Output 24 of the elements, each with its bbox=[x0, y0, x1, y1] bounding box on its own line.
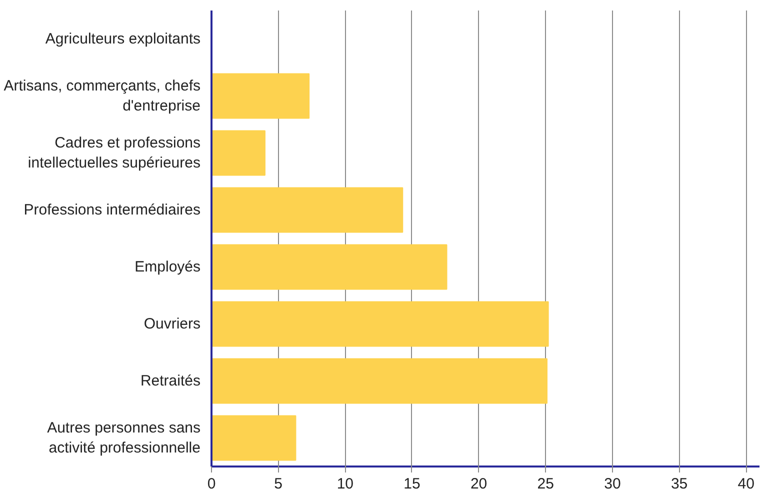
bar bbox=[212, 301, 549, 347]
y-tick-label: Professions intermédiaires bbox=[24, 202, 201, 218]
y-tick-label: Employés bbox=[134, 258, 200, 276]
y-tick-label: Ouvriers bbox=[144, 316, 201, 332]
bar bbox=[212, 187, 404, 233]
x-tick-label: 35 bbox=[670, 476, 688, 491]
x-tick-label: 25 bbox=[537, 476, 554, 491]
y-tick-label: Artisans, commerçants, chefs d'entreprise bbox=[4, 77, 201, 115]
bar bbox=[212, 244, 448, 290]
bar bbox=[212, 130, 266, 176]
y-tick-label: Retraités bbox=[140, 372, 201, 390]
y-tick-label: Autres personnes sans activité professionnelle bbox=[47, 419, 201, 457]
x-tick-label: 20 bbox=[470, 476, 488, 491]
x-tick-label: 10 bbox=[336, 476, 354, 491]
y-tick-label: Agriculteurs exploitants bbox=[45, 30, 200, 48]
bar bbox=[212, 415, 296, 461]
y-tick-label: Cadres et professions intellectuelles supérieures bbox=[28, 134, 201, 172]
x-tick-label: 30 bbox=[604, 476, 621, 491]
x-tick-label: 0 bbox=[207, 476, 216, 491]
x-tick-label: 40 bbox=[738, 476, 754, 491]
x-tick-label: 5 bbox=[274, 476, 282, 491]
bar bbox=[212, 358, 548, 404]
bar bbox=[212, 73, 310, 119]
x-tick-label: 15 bbox=[404, 476, 420, 491]
